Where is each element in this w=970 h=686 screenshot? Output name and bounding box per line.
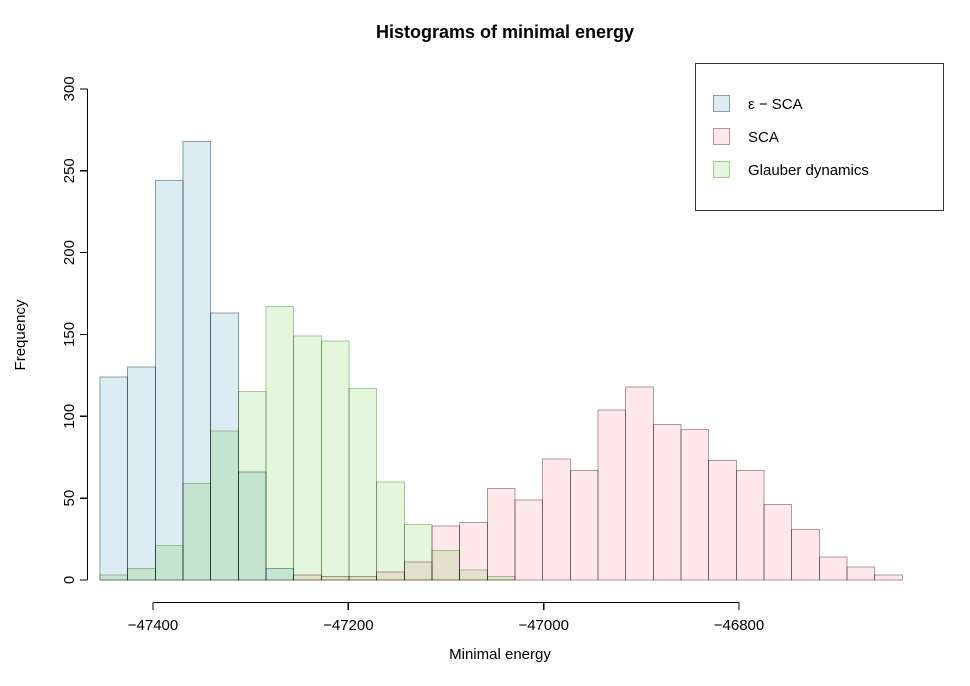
bar-sca-12	[625, 386, 654, 581]
bar-glauber-9	[348, 388, 378, 581]
bar-sca-18	[791, 528, 820, 581]
legend-swatch-glauber	[713, 161, 730, 178]
bar-sca-20	[846, 566, 876, 581]
bar-glauber-8	[320, 340, 350, 581]
bar-sca-17	[763, 504, 793, 581]
bar-glauber-13	[459, 569, 488, 581]
bar-glauber-3	[182, 482, 212, 581]
bar-glauber-5	[237, 391, 267, 581]
legend-swatch-epsilon-sca	[713, 95, 730, 112]
y-tick-label-1: 50	[61, 490, 78, 507]
legend-swatch-sca	[713, 128, 730, 145]
bar-sca-9	[542, 458, 571, 581]
legend-box: ε − SCA SCA Glauber dynamics	[695, 63, 944, 211]
bar-sca-19	[818, 556, 848, 581]
bar-sca-10	[569, 469, 599, 581]
y-tick-label-2: 100	[61, 404, 78, 429]
bar-sca-14	[680, 428, 710, 581]
bar-glauber-7	[293, 335, 322, 581]
y-tick-label-6: 300	[61, 76, 78, 101]
bar-epsilon-sca-0	[99, 376, 129, 581]
y-tick-label-0: 0	[61, 576, 78, 584]
bar-glauber-11	[403, 523, 433, 581]
bar-sca-21	[874, 574, 903, 581]
x-tick-label-2: −47000	[518, 617, 568, 634]
y-axis-title: Frequency	[12, 299, 29, 370]
legend-border	[695, 63, 944, 211]
bar-glauber-6	[265, 306, 295, 581]
bar-sca-13	[652, 424, 682, 581]
axes-layer: −47400 −47200 −47000 −46800 0 50 100 150 200 250 3…	[61, 76, 764, 634]
bar-sca-15	[708, 460, 737, 581]
bar-glauber-10	[376, 481, 405, 581]
x-tick-label-3: −46800	[714, 617, 764, 634]
y-tick-label-5: 250	[61, 158, 78, 183]
bar-glauber-2	[154, 545, 184, 581]
bar-sca-11	[597, 409, 627, 581]
bar-glauber-0	[99, 574, 129, 581]
x-tick-label-1: −47200	[323, 617, 373, 634]
legend-label-glauber: Glauber dynamics	[748, 162, 869, 179]
bar-glauber-1	[127, 568, 156, 581]
bar-sca-16	[735, 469, 765, 581]
bar-epsilon-sca-2	[154, 180, 184, 581]
chart-title: Histograms of minimal energy	[376, 22, 634, 42]
bar-sca-8	[514, 499, 544, 581]
bar-glauber-14	[486, 576, 516, 581]
legend-label-epsilon-sca: ε − SCA	[748, 96, 803, 113]
bar-sca-7	[486, 487, 516, 581]
y-tick-label-3: 150	[61, 322, 78, 347]
bars-layer	[99, 140, 903, 581]
bar-glauber-12	[431, 550, 461, 581]
x-axis-title: Minimal energy	[449, 646, 551, 663]
bar-glauber-4	[210, 430, 239, 581]
y-tick-label-4: 200	[61, 240, 78, 265]
legend-label-sca: SCA	[748, 129, 779, 146]
bar-epsilon-sca-1	[127, 366, 156, 581]
x-tick-label-0: −47400	[128, 617, 178, 634]
